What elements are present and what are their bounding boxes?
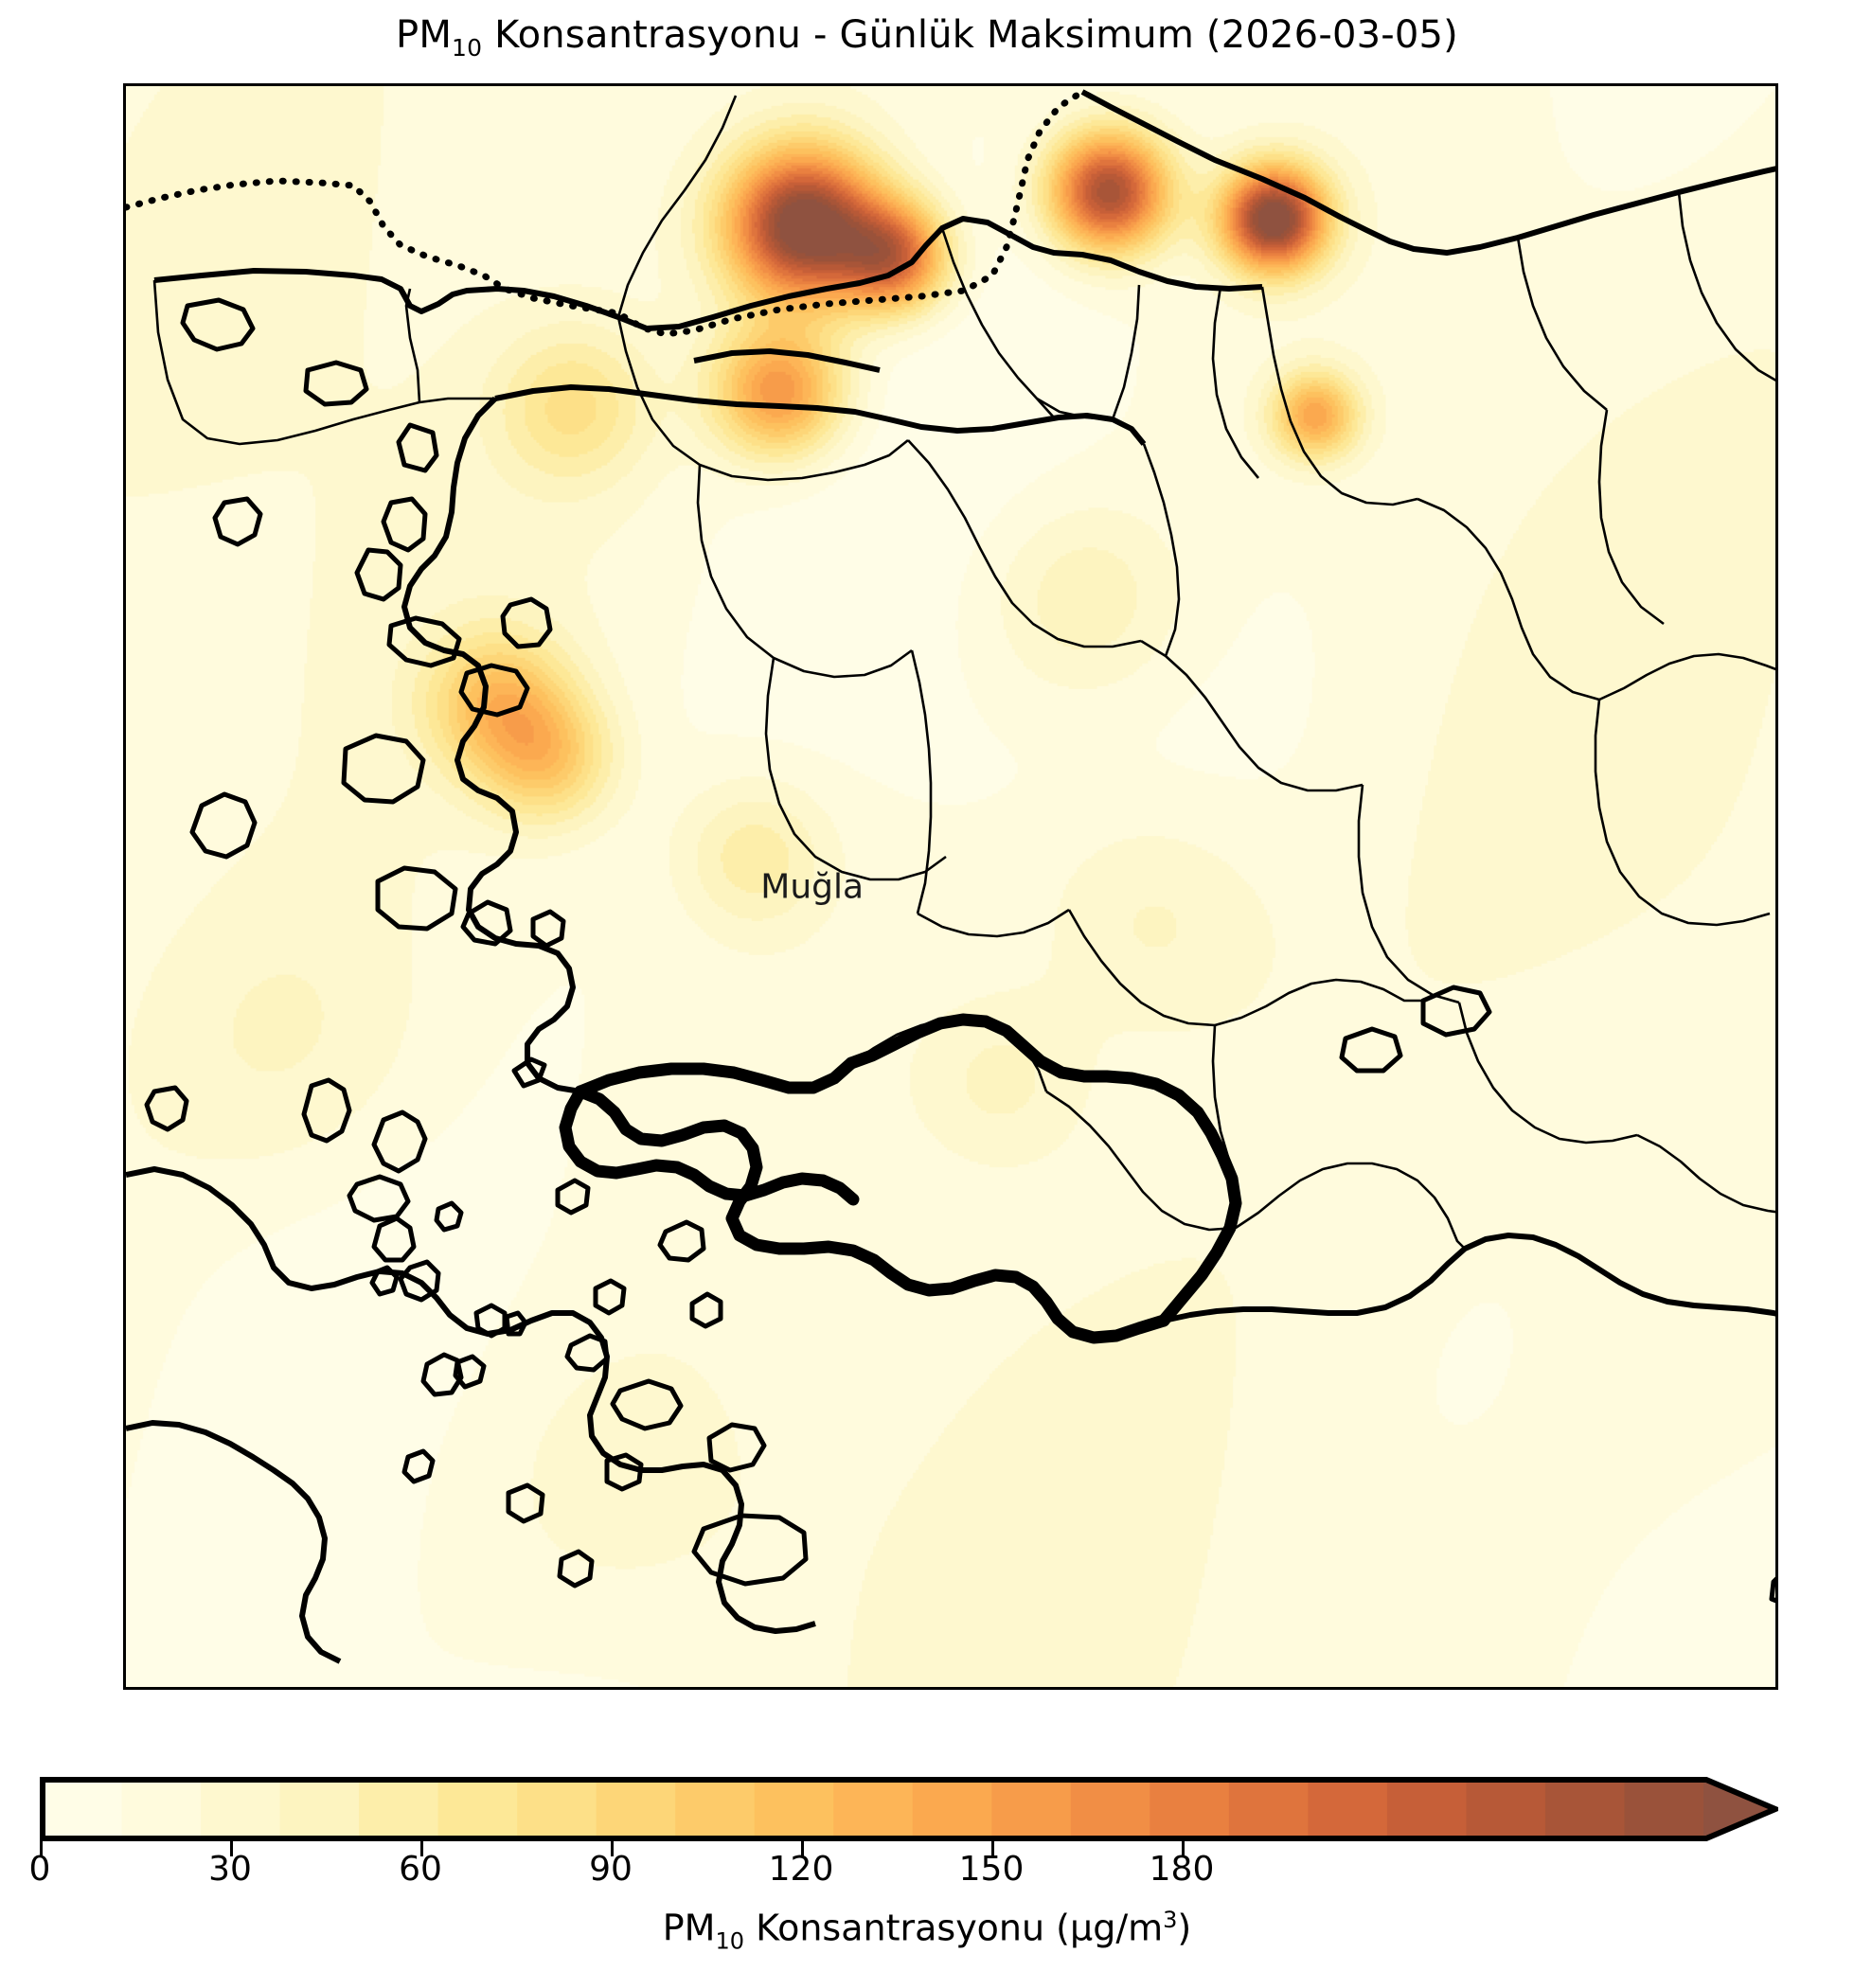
colorbar-tick-label: 60	[399, 1850, 442, 1889]
colorbar-tick-mark	[40, 1841, 43, 1856]
colorbar-swatch	[675, 1780, 756, 1838]
colorbar[interactable]: 0 30 60 90 120 150 180 PM10 Konsantrasyonu (µg…	[0, 1770, 1854, 1988]
colorbar-swatch	[359, 1780, 439, 1838]
colorbar-swatch	[754, 1780, 835, 1838]
colorbar-swatch	[1070, 1780, 1151, 1838]
colorbar-tick-mark	[991, 1841, 994, 1856]
coastline-paths	[126, 89, 1775, 1664]
pm10-concentration-heatmap[interactable]	[126, 86, 1775, 1687]
colorbar-label-subscript: 10	[715, 1927, 744, 1955]
colorbar-label-close: )	[1177, 1907, 1192, 1949]
colorbar-label-unit: µg/m	[1070, 1907, 1164, 1949]
colorbar-swatch	[121, 1780, 203, 1838]
colorbar-swatch	[1466, 1780, 1546, 1838]
colorbar-swatch	[833, 1780, 914, 1838]
international-border-dotted	[126, 88, 1086, 338]
colorbar-swatches	[43, 1780, 1775, 1838]
colorbar-swatch	[1544, 1780, 1626, 1838]
colorbar-tick-label: 120	[768, 1850, 834, 1889]
page-title-rest: Konsantrasyonu - Günlük Maksimum (2026-0…	[482, 13, 1458, 57]
colorbar-gradient[interactable]	[40, 1777, 1778, 1841]
colorbar-swatch	[517, 1780, 597, 1838]
aegean-islands	[144, 297, 1775, 1604]
colorbar-tick-label: 0	[28, 1850, 51, 1889]
page-title-subscript: 10	[452, 34, 483, 62]
colorbar-swatch	[1150, 1780, 1230, 1838]
colorbar-tick-label: 90	[589, 1850, 633, 1889]
colorbar-swatch	[279, 1780, 361, 1838]
page-title-pm: PM	[396, 13, 453, 57]
province-boundaries	[152, 95, 1775, 1250]
colorbar-tick-mark	[420, 1841, 423, 1856]
colorbar-swatch	[1386, 1780, 1468, 1838]
colorbar-tick-mark	[611, 1841, 614, 1856]
colorbar-swatch	[596, 1780, 677, 1838]
colorbar-axes[interactable]	[40, 1777, 1778, 1856]
colorbar-swatch	[912, 1780, 993, 1838]
colorbar-swatch	[43, 1780, 123, 1838]
colorbar-tick-label: 150	[958, 1850, 1025, 1889]
colorbar-tick-mark	[801, 1841, 804, 1856]
highlighted-province-muğla[interactable]	[559, 1013, 1242, 1344]
colorbar-label-pm: PM	[662, 1907, 716, 1949]
colorbar-label-unit-exponent: 3	[1163, 1907, 1178, 1933]
colorbar-tick-label: 180	[1149, 1850, 1215, 1889]
colorbar-tick-mark	[230, 1841, 233, 1856]
colorbar-tick-mark	[1182, 1841, 1185, 1856]
colorbar-tick-label: 30	[208, 1850, 252, 1889]
page-title: PM10 Konsantrasyonu - Günlük Maksimum (2…	[0, 13, 1854, 62]
colorbar-swatch	[991, 1780, 1072, 1838]
colorbar-swatch	[1308, 1780, 1388, 1838]
map-vector-overlay	[126, 88, 1775, 1664]
colorbar-swatch	[1703, 1780, 1775, 1838]
colorbar-swatch	[437, 1780, 519, 1838]
colorbar-swatch	[1624, 1780, 1704, 1838]
colorbar-label-rest: Konsantrasyonu (	[743, 1907, 1071, 1949]
colorbar-swatch	[201, 1780, 281, 1838]
map-axes[interactable]: Muğla	[123, 83, 1778, 1690]
colorbar-outline	[40, 1777, 1778, 1841]
colorbar-label: PM10 Konsantrasyonu (µg/m3)	[0, 1907, 1854, 1954]
colorbar-swatch	[1228, 1780, 1310, 1838]
